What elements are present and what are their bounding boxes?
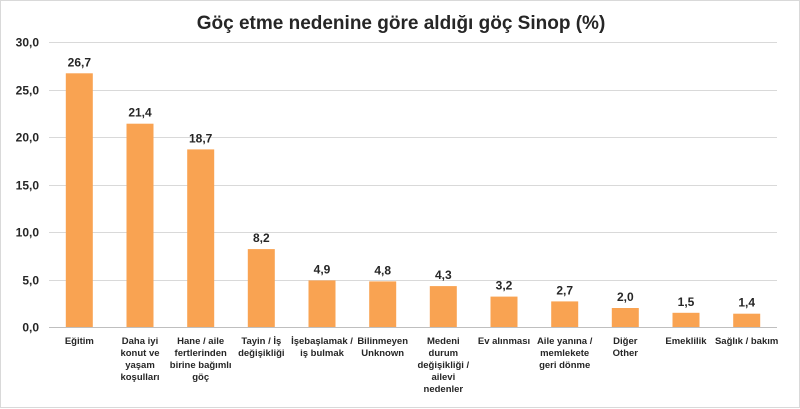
category-label-line: fertlerinden — [175, 348, 227, 359]
category-label-line: değişikliği — [238, 348, 284, 359]
category-label-line: İşebaşlamak / — [291, 336, 353, 347]
bar — [611, 308, 639, 327]
data-label: 21,4 — [128, 106, 152, 120]
category-label: Daha iyi konut ve yaşam koşulları — [120, 336, 159, 383]
category-label: İşebaşlamak / iş bulmak — [291, 336, 353, 359]
category-label: Tayin / İş değişikliği — [238, 336, 284, 359]
y-tick-label: 15,0 — [16, 179, 40, 193]
category-label: Sağlık / bakım — [715, 336, 778, 347]
data-label: 18,7 — [189, 131, 213, 145]
y-tick-label: 25,0 — [16, 84, 40, 98]
category-label-line: konut ve — [120, 348, 159, 359]
y-tick-label: 0,0 — [22, 321, 39, 335]
category-label-line: değişikliği / — [417, 360, 469, 371]
category-label-line: Tayin / İş — [241, 336, 281, 347]
category-label-line: Aile yanına / — [537, 336, 593, 347]
category-label-line: Medeni — [427, 336, 460, 347]
bars — [65, 73, 761, 328]
category-label-line: Emeklilik — [665, 336, 707, 347]
category-label-line: nedenler — [424, 384, 464, 395]
bar — [247, 249, 275, 327]
data-labels: 26,7 21,4 18,7 8,2 4,9 4,8 4,3 3,2 2,7 2,0 1,5 1,4 — [68, 55, 756, 309]
category-label-line: geri dönme — [539, 360, 590, 371]
data-label: 3,2 — [496, 279, 513, 293]
data-label: 8,2 — [253, 231, 270, 245]
category-label-line: Eğitim — [65, 336, 94, 347]
category-label: Hane / aile fertlerinden birine bağımlı göç — [170, 336, 232, 383]
bar — [733, 313, 761, 327]
category-label-line: koşulları — [120, 372, 159, 383]
y-tick-label: 30,0 — [16, 36, 40, 50]
data-label: 2,7 — [556, 283, 573, 297]
category-label-line: Daha iyi — [122, 336, 158, 347]
category-label-line: Bilinmeyen — [357, 336, 408, 347]
category-label-line: göç — [192, 372, 209, 383]
category-label: Medeni durum değişikliği / ailevi nedenler — [417, 336, 469, 395]
category-label: Diğer Other — [613, 336, 639, 359]
chart-title: Göç etme nedenine göre aldığı göç Sinop … — [197, 13, 606, 34]
category-label-line: Diğer — [613, 336, 638, 347]
y-tick-label: 10,0 — [16, 226, 40, 240]
y-tick-label: 20,0 — [16, 131, 40, 145]
category-label: Emeklilik — [665, 336, 707, 347]
category-label: Eğitim — [65, 336, 94, 347]
category-label: Aile yanına / memlekete geri dönme — [537, 336, 593, 371]
bar — [65, 73, 93, 327]
gridlines — [49, 42, 777, 281]
data-label: 4,3 — [435, 268, 452, 282]
category-label-line: ailevi — [431, 372, 455, 383]
category-label-line: Sağlık / bakım — [715, 336, 778, 347]
category-label-line: birine bağımlı — [170, 360, 232, 371]
bar — [308, 280, 336, 327]
category-label-line: Ev alınması — [478, 336, 530, 347]
category-label-line: memlekete — [540, 348, 589, 359]
y-axis-ticks: 0,0 5,0 10,0 15,0 20,0 25,0 30,0 — [16, 36, 40, 335]
category-label-line: Hane / aile — [177, 336, 224, 347]
bar — [187, 149, 215, 327]
bar — [672, 312, 700, 328]
category-label: Bilinmeyen Unknown — [357, 336, 408, 359]
y-tick-label: 5,0 — [22, 274, 39, 288]
category-label-line: Unknown — [361, 348, 404, 359]
category-label-line: iş bulmak — [300, 348, 345, 359]
data-label: 4,9 — [314, 262, 331, 276]
category-label-line: durum — [429, 348, 459, 359]
data-label: 4,8 — [374, 263, 391, 277]
data-label: 26,7 — [68, 55, 92, 69]
data-label: 1,4 — [738, 296, 755, 310]
bar — [429, 286, 457, 327]
data-label: 2,0 — [617, 290, 634, 304]
bar — [126, 123, 154, 327]
bar — [551, 301, 579, 327]
category-label-line: yaşam — [125, 360, 155, 371]
bar — [490, 296, 518, 327]
category-label-line: Other — [613, 348, 639, 359]
category-label: Ev alınması — [478, 336, 530, 347]
category-labels: Eğitim Daha iyi konut ve yaşam koşulları Hane… — [65, 336, 779, 395]
data-label: 1,5 — [678, 295, 695, 309]
bar — [369, 281, 397, 327]
